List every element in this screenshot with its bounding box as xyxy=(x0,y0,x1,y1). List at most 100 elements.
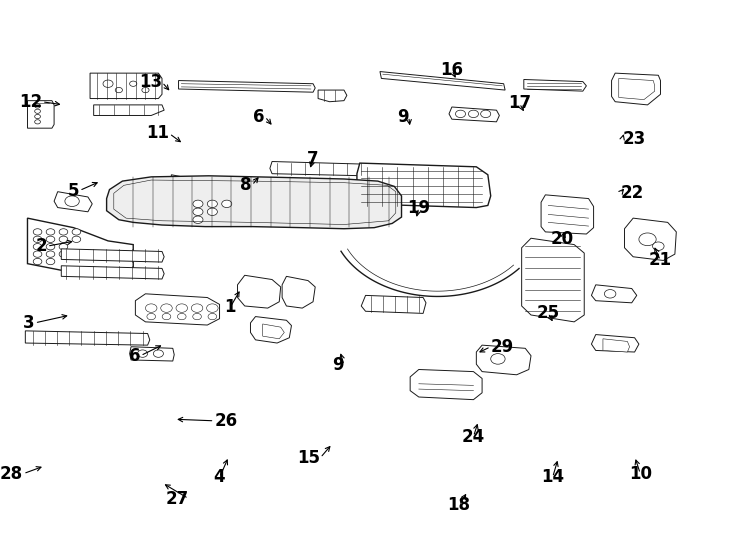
Circle shape xyxy=(59,229,68,235)
Text: 3: 3 xyxy=(23,314,34,332)
Circle shape xyxy=(137,350,148,357)
Polygon shape xyxy=(25,331,150,345)
Circle shape xyxy=(46,258,55,265)
Polygon shape xyxy=(135,294,219,325)
Text: 21: 21 xyxy=(649,252,672,269)
Circle shape xyxy=(207,200,217,207)
Polygon shape xyxy=(380,71,505,90)
Circle shape xyxy=(207,208,217,215)
Text: 19: 19 xyxy=(407,199,430,217)
Text: 28: 28 xyxy=(0,465,23,483)
Circle shape xyxy=(192,304,203,312)
Text: 27: 27 xyxy=(165,490,189,508)
Text: 23: 23 xyxy=(622,130,646,148)
Circle shape xyxy=(208,313,217,320)
Text: 6: 6 xyxy=(253,107,265,125)
Polygon shape xyxy=(410,369,482,400)
Circle shape xyxy=(59,244,68,250)
Circle shape xyxy=(468,110,479,118)
Circle shape xyxy=(153,350,164,357)
Circle shape xyxy=(34,120,40,124)
Circle shape xyxy=(34,114,40,119)
Text: 25: 25 xyxy=(537,305,560,322)
Circle shape xyxy=(33,244,42,250)
Circle shape xyxy=(176,304,187,312)
Text: 18: 18 xyxy=(448,496,470,515)
Text: 4: 4 xyxy=(214,468,225,487)
Circle shape xyxy=(103,80,113,87)
Circle shape xyxy=(193,313,201,320)
Polygon shape xyxy=(619,78,655,99)
Polygon shape xyxy=(61,266,164,279)
Polygon shape xyxy=(476,345,531,375)
Circle shape xyxy=(178,313,186,320)
Polygon shape xyxy=(522,238,584,322)
Text: 17: 17 xyxy=(508,94,531,112)
Polygon shape xyxy=(625,218,676,260)
Circle shape xyxy=(33,236,42,242)
Circle shape xyxy=(46,229,55,235)
Polygon shape xyxy=(611,73,661,105)
Text: 7: 7 xyxy=(308,150,319,168)
Circle shape xyxy=(34,109,40,113)
Circle shape xyxy=(130,81,137,86)
Text: 9: 9 xyxy=(397,107,409,125)
Polygon shape xyxy=(178,80,315,92)
Circle shape xyxy=(33,258,42,265)
Text: 8: 8 xyxy=(241,177,252,194)
Circle shape xyxy=(65,196,79,206)
Circle shape xyxy=(145,304,157,312)
Circle shape xyxy=(639,233,656,246)
Circle shape xyxy=(222,200,232,207)
Text: 1: 1 xyxy=(225,298,236,316)
Circle shape xyxy=(59,251,68,257)
Text: 10: 10 xyxy=(629,465,652,483)
Polygon shape xyxy=(592,335,639,352)
Polygon shape xyxy=(106,176,401,229)
Text: 14: 14 xyxy=(541,468,564,487)
Polygon shape xyxy=(54,192,92,212)
Text: 9: 9 xyxy=(333,356,344,374)
Polygon shape xyxy=(449,107,499,122)
Circle shape xyxy=(46,251,55,257)
Polygon shape xyxy=(592,285,636,303)
Text: 6: 6 xyxy=(129,347,140,364)
Circle shape xyxy=(34,104,40,108)
Polygon shape xyxy=(238,275,280,308)
Polygon shape xyxy=(27,100,54,128)
Polygon shape xyxy=(603,339,630,352)
Text: 24: 24 xyxy=(462,428,485,445)
Circle shape xyxy=(162,313,171,320)
Circle shape xyxy=(115,87,123,93)
Polygon shape xyxy=(357,163,491,207)
Text: 11: 11 xyxy=(146,124,169,143)
Polygon shape xyxy=(361,295,426,313)
Circle shape xyxy=(456,110,465,118)
Polygon shape xyxy=(270,161,368,176)
Circle shape xyxy=(161,304,172,312)
Circle shape xyxy=(142,87,149,93)
Circle shape xyxy=(491,354,505,364)
Text: 5: 5 xyxy=(68,181,79,200)
Text: 26: 26 xyxy=(214,412,238,430)
Text: 20: 20 xyxy=(551,230,574,248)
Polygon shape xyxy=(61,249,164,262)
Circle shape xyxy=(193,208,203,215)
Circle shape xyxy=(59,236,68,242)
Text: 16: 16 xyxy=(440,61,463,79)
Polygon shape xyxy=(318,90,347,102)
Polygon shape xyxy=(130,347,174,361)
Text: 2: 2 xyxy=(35,237,47,255)
Polygon shape xyxy=(27,218,133,276)
Circle shape xyxy=(46,244,55,250)
Circle shape xyxy=(33,251,42,257)
Polygon shape xyxy=(171,175,200,197)
Circle shape xyxy=(206,304,218,312)
Polygon shape xyxy=(250,316,291,343)
Circle shape xyxy=(653,242,664,251)
Circle shape xyxy=(604,289,616,298)
Circle shape xyxy=(72,229,81,235)
Circle shape xyxy=(46,236,55,242)
Circle shape xyxy=(193,200,203,207)
Circle shape xyxy=(33,229,42,235)
